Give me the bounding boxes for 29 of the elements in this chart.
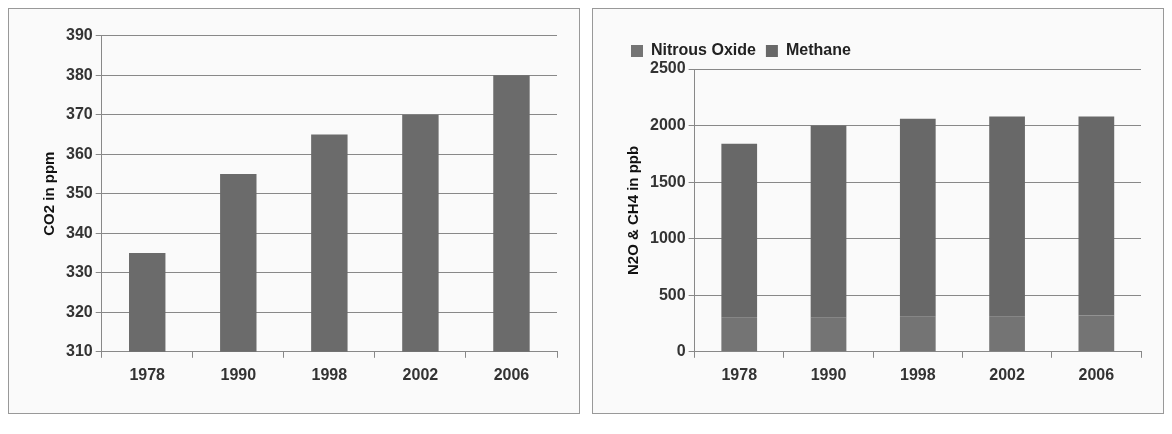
y-tick-label: 340 — [65, 223, 93, 241]
y-tick-label: 390 — [65, 26, 93, 44]
x-tick-label: 2002 — [989, 365, 1025, 383]
x-tick-label: 2006 — [1078, 365, 1115, 383]
x-tick-label: 1998 — [900, 365, 936, 383]
x-tick-label: 1978 — [721, 365, 758, 383]
y-tick-label: 330 — [65, 263, 93, 281]
y-tick-label: 350 — [65, 184, 93, 202]
y-tick-label: 1000 — [650, 229, 686, 247]
x-tick-label: 1990 — [220, 365, 257, 383]
y-tick-label: 2000 — [650, 115, 686, 133]
y-tick-label: 0 — [676, 342, 686, 360]
x-tick-label: 1998 — [311, 365, 348, 383]
y-tick-label: 500 — [658, 285, 686, 303]
x-tick-label: 1990 — [810, 365, 847, 383]
x-tick-label: 2006 — [493, 365, 530, 383]
y-tick-label: 370 — [65, 105, 93, 123]
y-tick-label: 380 — [65, 65, 93, 83]
y-tick-label: 320 — [65, 302, 93, 320]
y-tick-label: 360 — [65, 144, 93, 162]
legend-label: Methane — [785, 41, 851, 59]
y-tick-label: 2500 — [650, 59, 686, 77]
y-axis-title: CO2 in ppm — [40, 151, 58, 236]
x-tick-label: 1978 — [129, 365, 166, 383]
y-axis-title: N2O & CH4 in ppb — [624, 145, 642, 275]
legend-label: Nitrous Oxide — [651, 41, 757, 59]
y-tick-label: 310 — [65, 342, 93, 360]
y-tick-label: 1500 — [650, 172, 686, 190]
x-tick-label: 2002 — [402, 365, 439, 383]
